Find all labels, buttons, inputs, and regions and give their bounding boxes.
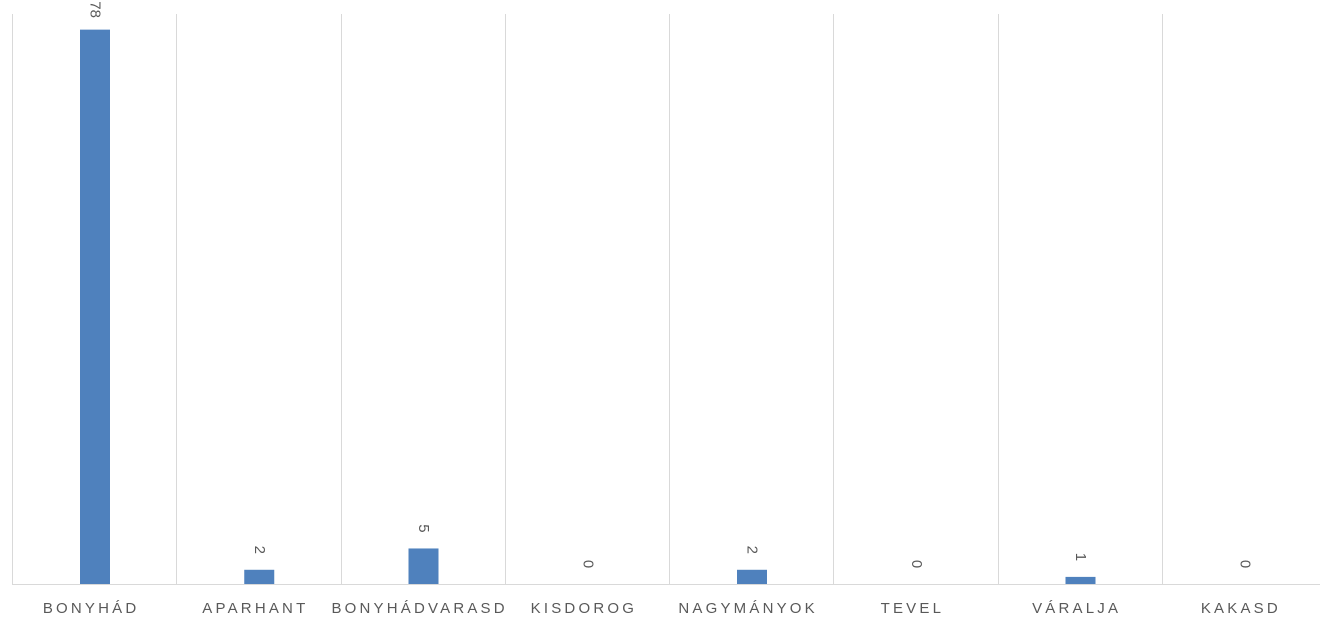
data-label: 1 bbox=[1072, 553, 1089, 561]
bar-váralja bbox=[1066, 577, 1096, 584]
bar-series bbox=[80, 30, 1096, 584]
data-label: 0 bbox=[1236, 560, 1253, 568]
data-label: 2 bbox=[251, 546, 268, 554]
category-label: BONYHÁD bbox=[43, 600, 140, 617]
category-label: VÁRALJA bbox=[1032, 600, 1121, 617]
category-label: KISDOROG bbox=[531, 600, 637, 617]
bar-bonyhádvarasd bbox=[409, 548, 439, 584]
category-label: APARHANT bbox=[202, 600, 308, 617]
bar-aparhant bbox=[244, 570, 274, 584]
category-label: BONYHÁDVARASD bbox=[331, 600, 507, 617]
category-label: NAGYMÁNYOK bbox=[678, 600, 818, 617]
data-label: 0 bbox=[579, 560, 596, 568]
data-label: 0 bbox=[908, 560, 925, 568]
category-labels: BONYHÁD APARHANT BONYHÁDVARASD KISDOROG NAGY… bbox=[43, 600, 1281, 617]
grid-lines bbox=[13, 14, 1320, 584]
data-label: 5 bbox=[415, 524, 432, 532]
category-label: KAKASD bbox=[1201, 600, 1281, 617]
bar-nagymányok bbox=[737, 570, 767, 584]
category-label: TEVEL bbox=[881, 600, 945, 617]
bar-bonyhád bbox=[80, 30, 110, 584]
data-label: 78 bbox=[87, 1, 104, 18]
data-label: 2 bbox=[744, 546, 761, 554]
